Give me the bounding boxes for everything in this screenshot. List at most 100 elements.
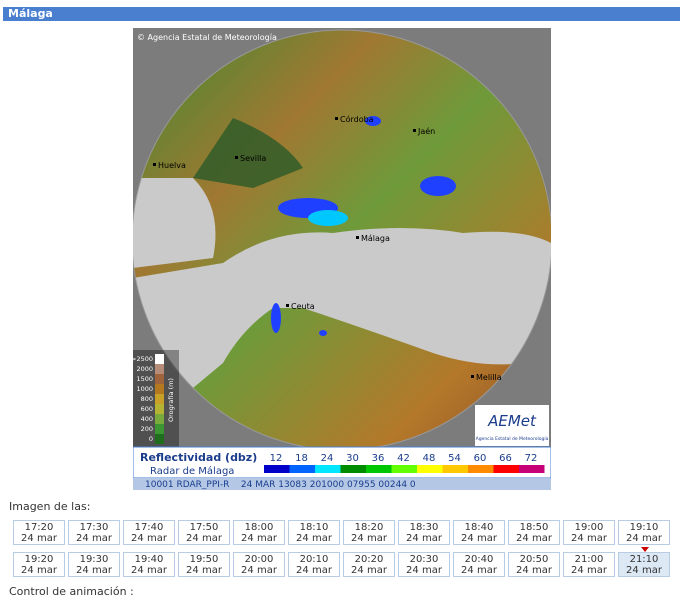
echo (308, 210, 348, 226)
time-button[interactable]: 20:00 24 mar (233, 552, 285, 577)
dbz-label: 12 (270, 453, 283, 464)
time-button[interactable]: 18:40 24 mar (453, 520, 505, 545)
time-time: 18:10 (299, 522, 329, 533)
time-button[interactable]: 18:00 24 mar (233, 520, 285, 545)
time-date: 24 mar (296, 565, 332, 576)
oro-swatch (155, 354, 164, 364)
time-button[interactable]: 17:40 24 mar (123, 520, 175, 545)
city-label: Huelva (158, 161, 186, 170)
time-button[interactable]: 18:10 24 mar (288, 520, 340, 545)
time-date: 24 mar (21, 533, 57, 544)
time-button[interactable]: 19:30 24 mar (68, 552, 120, 577)
time-time: 20:50 (519, 554, 549, 565)
time-button[interactable]: 20:40 24 mar (453, 552, 505, 577)
echo (319, 330, 327, 336)
time-button[interactable]: 18:20 24 mar (343, 520, 395, 545)
city-label: Ceuta (291, 302, 315, 311)
city-label: Melilla (476, 373, 502, 382)
time-date: 24 mar (131, 533, 167, 544)
time-button[interactable]: 20:10 24 mar (288, 552, 340, 577)
time-time: 18:40 (464, 522, 494, 533)
oro-label: 2000 (136, 365, 153, 373)
city-dot (471, 375, 474, 378)
time-date: 24 mar (626, 565, 662, 576)
time-button[interactable]: 21:00 24 mar (563, 552, 615, 577)
button-row: 19:20 24 mar 19:30 24 mar 19:40 24 mar 19:50 24… (13, 547, 670, 577)
time-time: 17:20 (24, 522, 54, 533)
time-time: 19:00 (574, 522, 604, 533)
city-dot (356, 236, 359, 239)
time-button[interactable]: 18:30 24 mar (398, 520, 450, 545)
dbz-label: 60 (474, 453, 487, 464)
button-row: 17:20 24 mar 17:30 24 mar 17:40 24 mar 17:50 24… (13, 520, 670, 545)
time-date: 24 mar (571, 565, 607, 576)
dbz-swatch (442, 465, 468, 473)
dbz-swatch (315, 465, 341, 473)
time-time: 19:20 (24, 554, 54, 565)
city-dot (153, 163, 156, 166)
dbz-label: 36 (372, 453, 385, 464)
time-time: 19:40 (134, 554, 164, 565)
oro-swatch (155, 364, 164, 374)
time-button[interactable]: 17:30 24 mar (68, 520, 120, 545)
time-button[interactable]: 18:50 24 mar (508, 520, 560, 545)
oro-swatch (155, 424, 164, 434)
legend-title: Reflectividad (dbz) (140, 451, 257, 464)
time-date: 24 mar (241, 533, 277, 544)
time-date: 24 mar (461, 533, 497, 544)
dbz-swatch (366, 465, 392, 473)
time-button[interactable]: 17:20 24 mar (13, 520, 65, 545)
city-label: Málaga (361, 234, 390, 243)
time-time: 20:00 (244, 554, 274, 565)
echo (271, 303, 281, 333)
dbz-swatch (493, 465, 519, 473)
oro-swatch (155, 374, 164, 384)
current-marker (641, 547, 649, 552)
time-time: 18:30 (409, 522, 439, 533)
dbz-swatch (289, 465, 315, 473)
dbz-swatch (417, 465, 443, 473)
echo (365, 116, 381, 126)
dbz-label: 48 (423, 453, 436, 464)
echoes (271, 116, 456, 336)
time-button[interactable]: 20:20 24 mar (343, 552, 395, 577)
oro-label: 800 (141, 395, 153, 403)
time-date: 24 mar (186, 533, 222, 544)
time-date: 24 mar (186, 565, 222, 576)
time-button[interactable]: 21:10 24 mar (618, 547, 670, 577)
times-label: Imagen de las: (9, 500, 91, 513)
time-date: 24 mar (76, 565, 112, 576)
time-date: 24 mar (626, 533, 662, 544)
dbz-label: 42 (397, 453, 410, 464)
logo-box (475, 405, 549, 446)
oro-swatch (155, 434, 164, 444)
oro-title: Orografía (m) (167, 378, 175, 422)
time-button[interactable]: 19:50 24 mar (178, 552, 230, 577)
time-button[interactable]: 19:10 24 mar (618, 520, 670, 545)
time-button[interactable]: 17:50 24 mar (178, 520, 230, 545)
time-time: 17:30 (79, 522, 109, 533)
time-button[interactable]: 20:30 24 mar (398, 552, 450, 577)
time-date: 24 mar (296, 533, 332, 544)
dbz-label: 66 (499, 453, 512, 464)
time-time: 19:30 (79, 554, 109, 565)
oro-label: 1500 (136, 375, 153, 383)
time-time: 18:00 (244, 522, 274, 533)
radar-image: Córdoba Jaén Huelva Sevilla Málaga Ceuta Melil… (133, 28, 551, 490)
animation-label: Control de animación : (9, 585, 134, 598)
oro-swatch (155, 384, 164, 394)
time-date: 24 mar (21, 565, 57, 576)
time-button[interactable]: 19:20 24 mar (13, 552, 65, 577)
copyright: © Agencia Estatal de Meteorología (137, 33, 277, 42)
dbz-label: 18 (295, 453, 308, 464)
time-button[interactable]: 19:00 24 mar (563, 520, 615, 545)
time-date: 24 mar (461, 565, 497, 576)
time-button[interactable]: 20:50 24 mar (508, 552, 560, 577)
strip-text: 10001 RDAR_PPI-R 24 MAR 13083 201000 079… (145, 480, 416, 490)
time-time: 20:30 (409, 554, 439, 565)
time-button[interactable]: 19:40 24 mar (123, 552, 175, 577)
time-time: 21:10 (629, 554, 659, 565)
time-date: 24 mar (351, 565, 387, 576)
logo: AEMet (487, 412, 537, 430)
